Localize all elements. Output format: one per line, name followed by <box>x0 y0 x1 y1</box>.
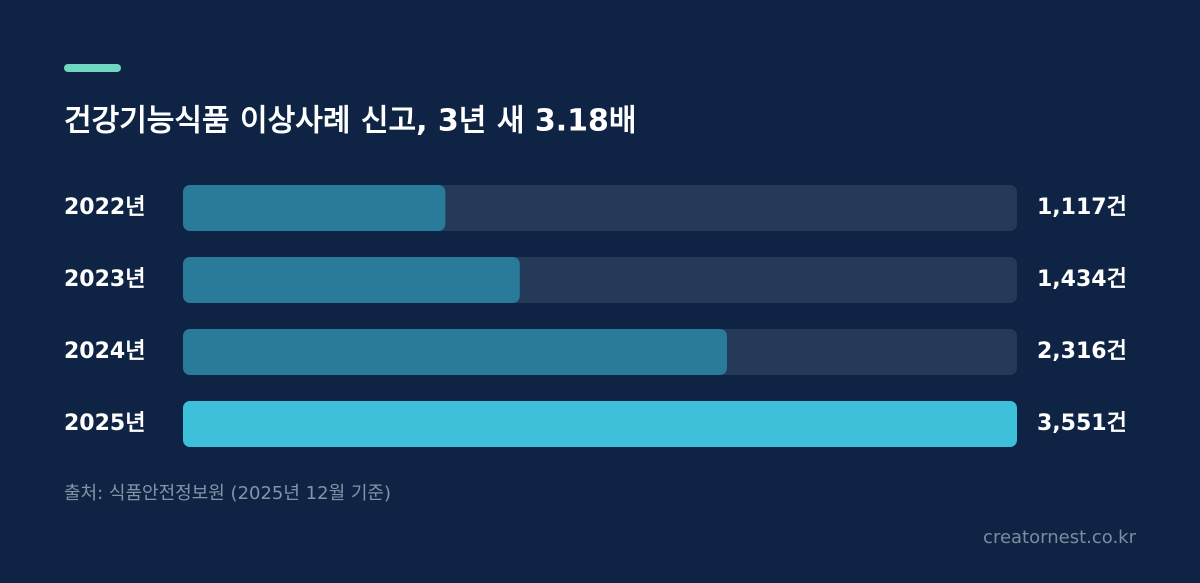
watermark: creatornest.co.kr <box>983 527 1137 548</box>
value-label: 2,316건 <box>1037 339 1127 364</box>
bar <box>183 329 727 375</box>
category-label: 2022년 <box>64 195 145 220</box>
bar <box>183 185 446 231</box>
accent-line <box>64 64 121 72</box>
bar <box>183 401 1017 447</box>
category-label: 2023년 <box>64 267 145 292</box>
category-label: 2024년 <box>64 339 145 364</box>
chart-title: 건강기능식품 이상사례 신고, 3년 새 3.18배 <box>64 104 637 139</box>
value-label: 1,117건 <box>1037 195 1127 220</box>
bar <box>183 257 520 303</box>
value-label: 1,434건 <box>1037 267 1127 292</box>
category-label: 2025년 <box>64 411 145 436</box>
source: 출처: 식품안전정보원 (2025년 12월 기준) <box>64 483 391 504</box>
value-label: 3,551건 <box>1037 411 1127 436</box>
